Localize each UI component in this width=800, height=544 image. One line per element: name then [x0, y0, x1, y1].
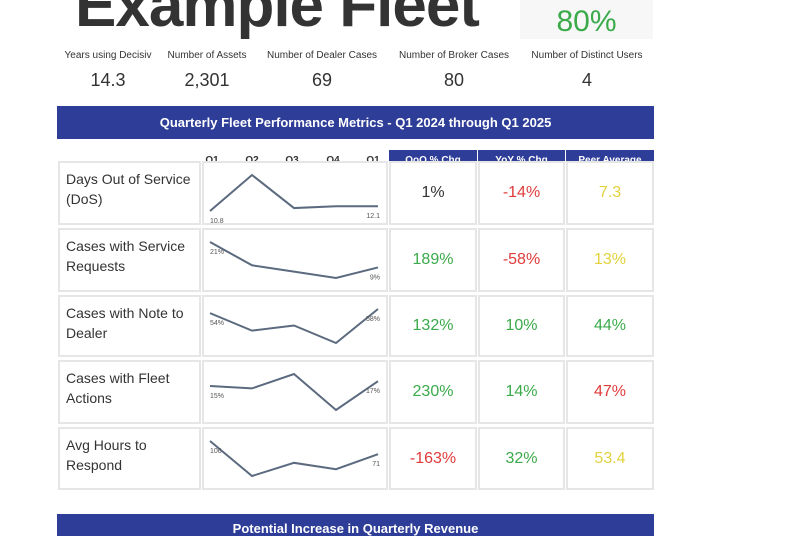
sparkline-last-label: 58%: [366, 316, 380, 323]
quarter-label: Q3: [277, 155, 307, 166]
stat-value: 14.3: [90, 70, 126, 90]
peer-value: 53.4: [566, 427, 654, 490]
metric-label: Days Out of Service (DoS): [58, 161, 201, 225]
stat-block: Number of Dealer Cases 69: [252, 50, 392, 91]
sparkline-cell: 15% 17%: [202, 360, 388, 424]
sparkline-first-label: 15%: [210, 393, 224, 400]
yoy-value: 14%: [478, 360, 565, 424]
page-title: Example Fleet: [75, 0, 480, 40]
revenue-banner: Potential Increase in Quarterly Revenue: [57, 514, 654, 536]
qoq-value: 1%: [389, 161, 477, 225]
qoq-value: 132%: [389, 295, 477, 357]
metric-label: Cases with Service Requests: [58, 228, 201, 292]
peer-value: 7.3: [566, 161, 654, 225]
sparkline: 54% 58%: [209, 308, 380, 345]
sparkline-first-label: 54%: [210, 320, 224, 327]
quarter-label: Q2: [237, 155, 267, 166]
peer-value: 47%: [566, 360, 654, 424]
metrics-banner: Quarterly Fleet Performance Metrics - Q1…: [57, 106, 654, 139]
yoy-value: 32%: [478, 427, 565, 490]
sparkline-line: [209, 440, 379, 478]
sparkline-last-label: 12.1: [366, 213, 380, 220]
metric-label: Cases with Note to Dealer: [58, 295, 201, 357]
sparkline: 15% 17%: [209, 372, 380, 412]
sparkline-first-label: 21%: [210, 249, 224, 256]
peer-value: 44%: [566, 295, 654, 357]
metric-label: Avg Hours to Respond: [58, 427, 201, 490]
stat-block: Number of Broker Cases 80: [384, 50, 524, 91]
sparkline-last-label: 9%: [370, 274, 380, 281]
sparkline-line: [209, 308, 379, 345]
qoq-value: -163%: [389, 427, 477, 490]
sparkline-last-label: 17%: [366, 388, 380, 395]
stat-value: 4: [581, 70, 592, 90]
stat-label: Years using Decisiv: [64, 50, 152, 61]
sparkline-first-label: 106: [210, 448, 222, 455]
sparkline-line: [209, 372, 379, 412]
yoy-value: -58%: [478, 228, 565, 292]
metric-label: Cases with Fleet Actions: [58, 360, 201, 424]
qoq-value: 189%: [389, 228, 477, 292]
stat-label: Number of Assets: [167, 50, 247, 61]
stat-value: 2,301: [184, 70, 230, 90]
quarter-label: Q1: [197, 155, 227, 166]
headline-percent: 80%: [520, 0, 653, 39]
stat-label: Number of Distinct Users: [531, 50, 643, 61]
sparkline-cell: 21% 9%: [202, 228, 388, 292]
sparkline: 10.8 12.1: [209, 173, 380, 225]
yoy-value: 10%: [478, 295, 565, 357]
quarter-label: Q1: [358, 155, 388, 166]
sparkline: 106 71: [209, 440, 380, 478]
sparkline-cell: 10.8 12.1: [202, 161, 388, 225]
stat-block: Number of Distinct Users 4: [517, 50, 657, 91]
stat-label: Number of Broker Cases: [398, 50, 510, 61]
quarter-label: Q4: [318, 155, 348, 166]
sparkline-first-label: 10.8: [210, 218, 224, 223]
sparkline-line: [209, 241, 379, 280]
yoy-value: -14%: [478, 161, 565, 225]
qoq-value: 230%: [389, 360, 477, 424]
sparkline-last-label: 71: [372, 461, 380, 468]
sparkline-cell: 106 71: [202, 427, 388, 490]
stat-value: 80: [443, 70, 465, 90]
stat-label: Number of Dealer Cases: [266, 50, 378, 61]
stat-block: Number of Assets 2,301: [137, 50, 277, 91]
sparkline: 21% 9%: [209, 241, 380, 281]
sparkline-line: [209, 173, 378, 212]
sparkline-cell: 54% 58%: [202, 295, 388, 357]
stat-value: 69: [311, 70, 333, 90]
peer-value: 13%: [566, 228, 654, 292]
stat-block: Years using Decisiv 14.3: [38, 50, 178, 91]
